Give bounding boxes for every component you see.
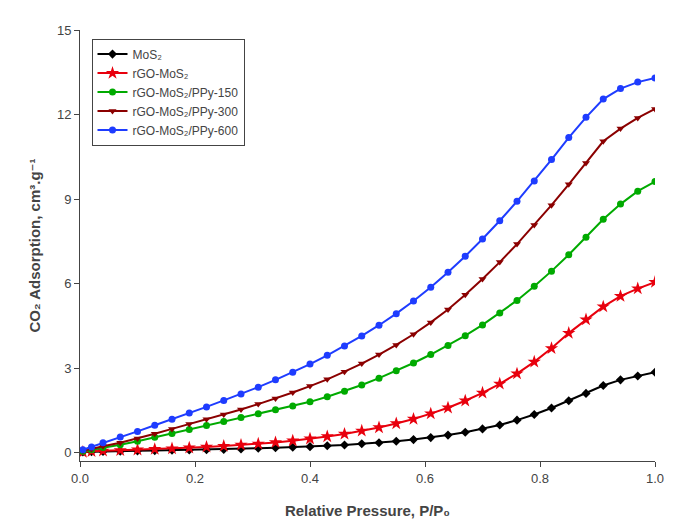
svg-text:0: 0 xyxy=(64,445,71,460)
svg-text:0.4: 0.4 xyxy=(301,471,319,486)
svg-text:Relative Pressure, P/P₀: Relative Pressure, P/P₀ xyxy=(285,502,450,519)
svg-text:0.6: 0.6 xyxy=(416,471,434,486)
svg-text:rGO-MoS₂/PPy-600: rGO-MoS₂/PPy-600 xyxy=(133,124,239,138)
svg-text:1.0: 1.0 xyxy=(646,471,664,486)
svg-text:MoS₂: MoS₂ xyxy=(133,48,163,62)
svg-text:15: 15 xyxy=(57,23,71,38)
svg-text:0.0: 0.0 xyxy=(71,471,89,486)
svg-text:9: 9 xyxy=(64,192,71,207)
svg-text:3: 3 xyxy=(64,361,71,376)
svg-text:6: 6 xyxy=(64,276,71,291)
svg-text:CO₂ Adsorption, cm³.g⁻¹: CO₂ Adsorption, cm³.g⁻¹ xyxy=(26,158,43,332)
svg-text:0.2: 0.2 xyxy=(186,471,204,486)
svg-text:rGO-MoS₂/PPy-150: rGO-MoS₂/PPy-150 xyxy=(133,86,239,100)
svg-text:rGO-MoS₂/PPy-300: rGO-MoS₂/PPy-300 xyxy=(133,105,239,119)
svg-text:12: 12 xyxy=(57,107,71,122)
svg-text:rGO-MoS₂: rGO-MoS₂ xyxy=(133,67,189,81)
svg-text:0.8: 0.8 xyxy=(531,471,549,486)
